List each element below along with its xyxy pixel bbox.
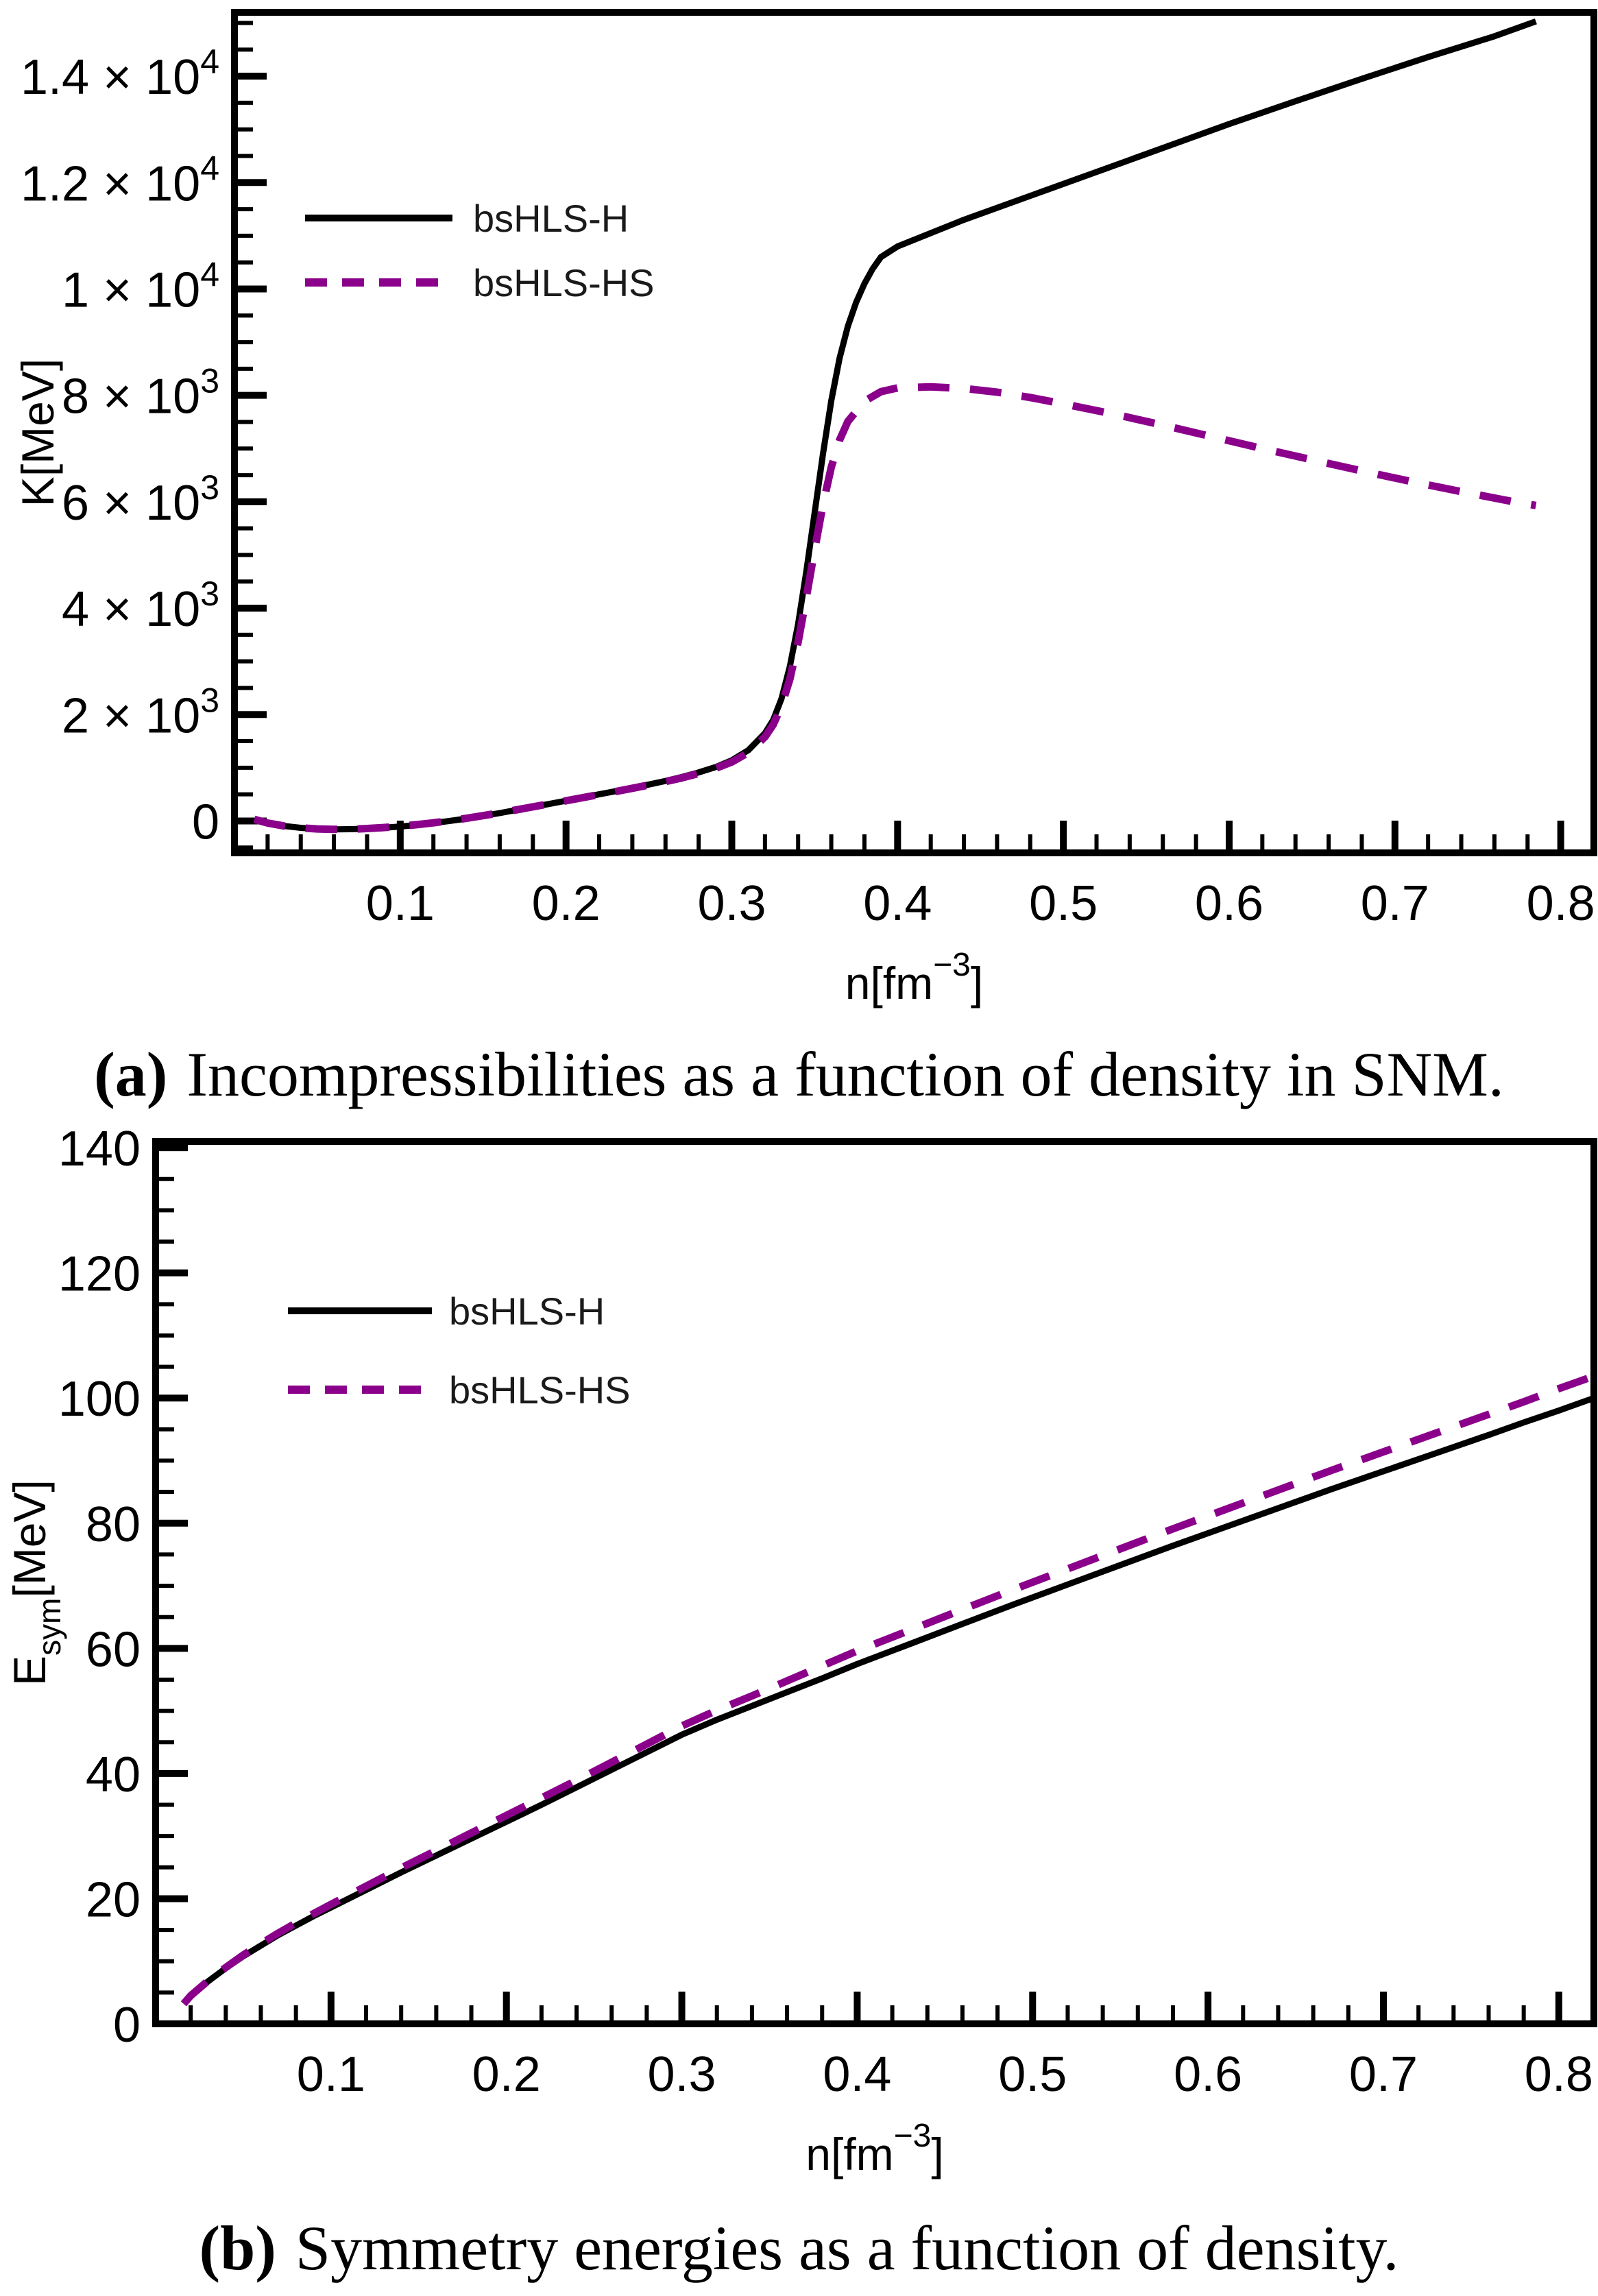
- caption-b-text: Symmetry energies as a function of densi…: [295, 2213, 1399, 2283]
- x-tick-label: 0.1: [366, 876, 435, 931]
- y-tick-label: 2 × 103: [62, 681, 219, 743]
- y-tick-label: 120: [58, 1247, 141, 1302]
- series-bsHLS-H: [253, 18, 1537, 833]
- y-tick-label: 140: [58, 1122, 141, 1176]
- x-tick-label: 0.7: [1349, 2047, 1418, 2102]
- y-tick-label: 1.2 × 104: [21, 149, 219, 211]
- y-axis: 0 2 × 103 4 × 103 6 × 103 8 × 103 1 × 104 1.2 …: [21, 21, 267, 849]
- legend-label: bsHLS-HS: [449, 1368, 631, 1412]
- y-axis-title: K[MeV]: [12, 359, 63, 507]
- y-tick-label: 20: [86, 1872, 141, 1927]
- caption-a-text: Incompressibilities as a function of den…: [186, 1039, 1504, 1109]
- x-tick-label: 0.3: [697, 876, 766, 931]
- y-tick-label: 60: [86, 1622, 141, 1677]
- plot-frame: [231, 9, 1597, 856]
- y-tick-label: 100: [58, 1372, 141, 1427]
- series-bsHLS-HS: [253, 383, 1537, 834]
- x-tick-label: 0.3: [648, 2047, 716, 2102]
- caption-a-tag: (a): [94, 1039, 168, 1109]
- chart-b-block: 0.1 0.2 0.3 0.4 0.5 0.6 0.7 0.8 0 20 40 60 80 100 120 1…: [0, 1111, 1598, 2284]
- x-tick-label: 0.5: [998, 2047, 1067, 2102]
- incompressibility-chart: 0.1 0.2 0.3 0.4 0.5 0.6 0.7 0.8 0 2 × 103 4 × 103 6…: [12, 9, 1597, 1008]
- legend: bsHLS-H bsHLS-HS: [305, 197, 655, 304]
- x-tick-label: 0.8: [1525, 2047, 1593, 2102]
- plot-incompressibility-snm: 0.1 0.2 0.3 0.4 0.5 0.6 0.7 0.8 0 2 × 103 4 × 103 6…: [12, 9, 1597, 1008]
- series-bsHLS-HS: [180, 1373, 1595, 2007]
- y-tick-label: 4 × 103: [62, 575, 219, 637]
- x-axis: 0.1 0.2 0.3 0.4 0.5 0.6 0.7 0.8: [265, 821, 1595, 931]
- x-axis-title: n[fm−3]: [845, 947, 983, 1008]
- chart-a-block: 0.1 0.2 0.3 0.4 0.5 0.6 0.7 0.8 0 2 × 103 4 × 103 6…: [0, 0, 1598, 1111]
- x-tick-label: 0.2: [532, 876, 601, 931]
- x-tick-label: 0.8: [1527, 876, 1595, 931]
- y-tick-label: 40: [86, 1748, 141, 1802]
- legend: bsHLS-H bsHLS-HS: [288, 1290, 631, 1412]
- y-tick-label: 1.4 × 104: [21, 43, 219, 105]
- y-tick-label: 6 × 103: [62, 468, 219, 531]
- plot-frame: [152, 1138, 1597, 2027]
- x-axis-title: n[fm−3]: [806, 2118, 943, 2179]
- caption-a: (a) Incompressibilities as a function of …: [0, 1038, 1598, 1111]
- y-tick-label: 1 × 104: [62, 255, 219, 317]
- x-tick-label: 0.7: [1361, 876, 1429, 931]
- x-tick-label: 0.1: [297, 2047, 365, 2102]
- y-tick-label: 0: [113, 1998, 141, 2053]
- plot-symmetry-energy: 0.1 0.2 0.3 0.4 0.5 0.6 0.7 0.8 0 20 40 60 80 100 120 1…: [4, 1122, 1597, 2179]
- x-axis: 0.1 0.2 0.3 0.4 0.5 0.6 0.7 0.8: [189, 1992, 1593, 2102]
- symmetry-energy-chart: 0.1 0.2 0.3 0.4 0.5 0.6 0.7 0.8 0 20 40 60 80 100 120 1…: [4, 1122, 1597, 2179]
- y-tick-label: 8 × 103: [62, 362, 219, 424]
- series-bsHLS-H: [181, 1394, 1595, 2006]
- y-axis-title: Esym[MeV]: [4, 1479, 67, 1686]
- x-tick-label: 0.6: [1195, 876, 1263, 931]
- x-tick-label: 0.4: [823, 2047, 891, 2102]
- y-tick-label: 80: [86, 1497, 141, 1552]
- legend-label: bsHLS-H: [449, 1290, 605, 1333]
- x-tick-label: 0.4: [863, 876, 932, 931]
- caption-b: (b) Symmetry energies as a function of de…: [0, 2212, 1598, 2284]
- legend-label: bsHLS-H: [473, 197, 629, 240]
- x-tick-label: 0.2: [472, 2047, 541, 2102]
- x-tick-label: 0.6: [1174, 2047, 1242, 2102]
- legend-label: bsHLS-HS: [473, 261, 655, 304]
- caption-b-tag: (b): [199, 2213, 276, 2283]
- y-axis: 0 20 40 60 80 100 120 140: [58, 1122, 188, 2053]
- y-tick-label: 0: [192, 795, 219, 849]
- x-tick-label: 0.5: [1029, 876, 1098, 931]
